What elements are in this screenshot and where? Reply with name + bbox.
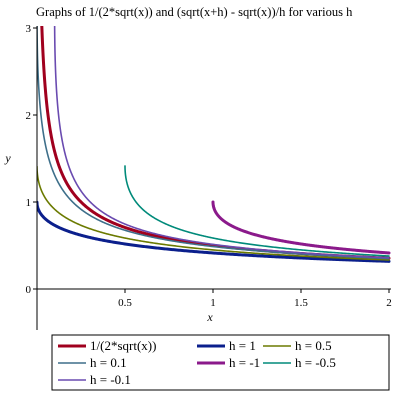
legend-label: h = -0.1 [90, 372, 131, 387]
axes [36, 26, 391, 330]
legend-label: h = -0.5 [295, 355, 336, 370]
x-tick-label: 2 [386, 297, 392, 309]
ticks: 0.5 1 1.5 2 0 1 2 3 [26, 23, 392, 309]
legend: 1/(2*sqrt(x)) h = 1 h = 0.5 h = 0.1 h = -1 h … [51, 334, 390, 391]
x-axis-label: x [206, 310, 213, 324]
y-tick-label: 3 [26, 23, 32, 35]
legend-label: h = 0.5 [295, 338, 332, 353]
x-tick-label: 0.5 [118, 297, 132, 309]
legend-label: h = 0.1 [90, 355, 127, 370]
y-tick-label: 0 [26, 284, 32, 296]
y-axis-label: y [4, 151, 11, 165]
series-line [37, 165, 390, 261]
legend-label: h = -1 [229, 355, 260, 370]
y-tick-label: 2 [26, 110, 32, 122]
y-tick-label: 1 [26, 197, 32, 209]
x-tick-label: 1.5 [294, 297, 308, 309]
series-line [53, 26, 390, 259]
plot-area [37, 26, 391, 263]
series-line [37, 200, 391, 263]
series-line [37, 26, 390, 260]
series-line [40, 26, 391, 260]
x-tick-label: 1 [210, 297, 216, 309]
legend-label: h = 1 [229, 338, 256, 353]
chart-title: Graphs of 1/(2*sqrt(x)) and (sqrt(x+h) -… [36, 5, 353, 19]
series-line [124, 165, 390, 257]
legend-label: 1/(2*sqrt(x)) [90, 338, 156, 353]
series-line [211, 200, 391, 255]
